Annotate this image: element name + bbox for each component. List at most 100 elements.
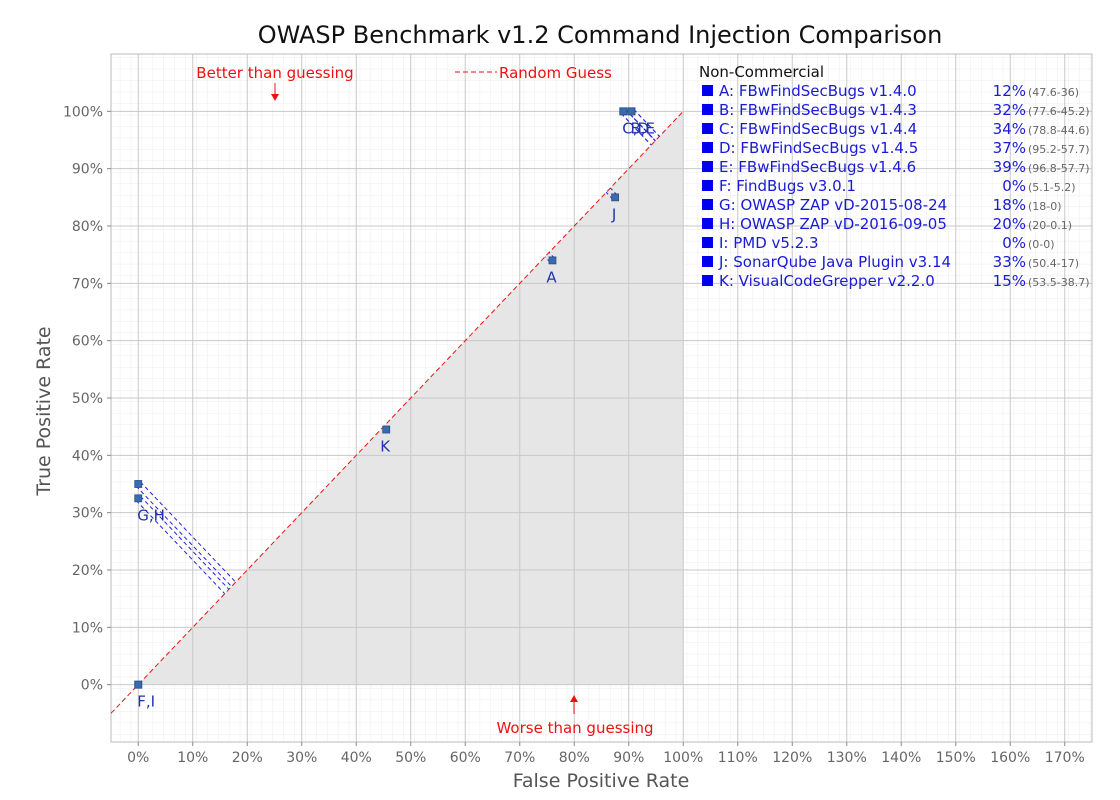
legend-entry: C: FBwFindSecBugs v1.4.4 34% (78.8-44.6) bbox=[702, 120, 1090, 138]
legend-detail: (95.2-57.7) bbox=[1028, 143, 1090, 156]
x-tick-label: 120% bbox=[772, 750, 812, 766]
legend-score: 37% bbox=[993, 139, 1026, 157]
y-tick-label: 0% bbox=[81, 678, 103, 694]
legend-score: 0% bbox=[1002, 234, 1026, 252]
better-than-guessing-annotation: Better than guessing bbox=[196, 64, 354, 101]
legend-label: B: FBwFindSecBugs v1.4.3 bbox=[719, 101, 917, 119]
legend-detail: (0-0) bbox=[1028, 238, 1055, 251]
point-label: J bbox=[611, 205, 616, 223]
projection-line bbox=[140, 481, 237, 583]
legend-heading: Non-Commercial bbox=[699, 63, 824, 81]
legend-detail: (47.6-36) bbox=[1028, 86, 1079, 99]
point-label: B,E bbox=[630, 119, 655, 137]
legend-swatch bbox=[702, 161, 713, 172]
legend-swatch bbox=[702, 256, 713, 267]
point-label: A bbox=[546, 268, 557, 286]
worse-than-guessing-annotation: Worse than guessing bbox=[496, 695, 654, 737]
projection-line bbox=[135, 485, 232, 587]
data-points bbox=[134, 107, 636, 689]
x-tick-label: 0% bbox=[127, 750, 149, 766]
legend-detail: (77.6-45.2) bbox=[1028, 105, 1090, 118]
legend-label: C: FBwFindSecBugs v1.4.4 bbox=[719, 120, 917, 138]
point-label: G,H bbox=[137, 506, 165, 524]
legend-score: 15% bbox=[993, 272, 1026, 290]
legend-label: E: FBwFindSecBugs v1.4.6 bbox=[719, 158, 916, 176]
projection-line bbox=[620, 113, 652, 146]
chart-title: OWASP Benchmark v1.2 Command Injection C… bbox=[258, 21, 943, 49]
legend-detail: (18-0) bbox=[1028, 200, 1062, 213]
data-point-h bbox=[134, 494, 143, 503]
legend-detail: (96.8-57.7) bbox=[1028, 162, 1090, 175]
better-arrow-head bbox=[271, 94, 279, 101]
y-axis-ticks: 0% 10% 20% 30% 40% 50% 60% 70% 80% 90% 100% bbox=[63, 104, 111, 694]
random-guess-line bbox=[110, 110, 684, 714]
x-tick-label: 100% bbox=[663, 750, 703, 766]
legend-entry: B: FBwFindSecBugs v1.4.3 32% (77.6-45.2) bbox=[702, 101, 1090, 119]
legend-entry: K: VisualCodeGrepper v2.2.0 15% (53.5-38.7… bbox=[702, 272, 1090, 290]
random-guess-key: Random Guess bbox=[455, 64, 612, 82]
y-tick-label: 50% bbox=[72, 391, 103, 407]
legend-entry: F: FindBugs v3.0.1 0% (5.1-5.2) bbox=[702, 177, 1076, 195]
legend-swatch bbox=[702, 199, 713, 210]
legend-entry: E: FBwFindSecBugs v1.4.6 39% (96.8-57.7) bbox=[702, 158, 1090, 176]
x-tick-label: 70% bbox=[504, 750, 535, 766]
legend-detail: (50.4-17) bbox=[1028, 257, 1079, 270]
data-point-k bbox=[382, 425, 391, 434]
data-point-d bbox=[619, 107, 628, 116]
x-tick-label: 170% bbox=[1045, 750, 1085, 766]
legend-entry: J: SonarQube Java Plugin v3.14 33% (50.4-1… bbox=[702, 253, 1079, 271]
legend-detail: (78.8-44.6) bbox=[1028, 124, 1090, 137]
y-tick-label: 30% bbox=[72, 506, 103, 522]
legend-label: D: FBwFindSecBugs v1.4.5 bbox=[719, 139, 918, 157]
data-point-j bbox=[611, 193, 620, 202]
legend-score: 39% bbox=[993, 158, 1026, 176]
y-tick-label: 100% bbox=[63, 104, 103, 120]
legend-label: J: SonarQube Java Plugin v3.14 bbox=[718, 253, 951, 271]
x-tick-label: 150% bbox=[936, 750, 976, 766]
legend-swatch bbox=[702, 218, 713, 229]
legend-label: I: PMD v5.2.3 bbox=[719, 234, 819, 252]
x-tick-label: 90% bbox=[613, 750, 644, 766]
data-point-i bbox=[134, 680, 143, 689]
legend-score: 18% bbox=[993, 196, 1026, 214]
x-tick-label: 40% bbox=[341, 750, 372, 766]
y-tick-label: 40% bbox=[72, 448, 103, 464]
legend-swatch bbox=[702, 85, 713, 96]
legend-swatch bbox=[702, 123, 713, 134]
x-tick-label: 80% bbox=[559, 750, 590, 766]
y-tick-label: 20% bbox=[72, 563, 103, 579]
legend-entry: I: PMD v5.2.3 0% (0-0) bbox=[702, 234, 1055, 252]
x-tick-label: 140% bbox=[881, 750, 921, 766]
legend-score: 12% bbox=[993, 82, 1026, 100]
legend: Non-Commercial A: FBwFindSecBugs v1.4.0 1… bbox=[699, 63, 1090, 290]
x-tick-label: 10% bbox=[177, 750, 208, 766]
x-tick-label: 110% bbox=[718, 750, 758, 766]
legend-swatch bbox=[702, 275, 713, 286]
major-grid bbox=[111, 54, 1092, 742]
legend-label: G: OWASP ZAP vD-2015-08-24 bbox=[719, 196, 947, 214]
plot-area bbox=[110, 53, 1093, 743]
projection-line bbox=[628, 113, 656, 141]
point-labels: A C,DB,E J K G,H F,I bbox=[137, 119, 655, 710]
better-than-guessing-label: Better than guessing bbox=[196, 64, 353, 82]
legend-entry: D: FBwFindSecBugs v1.4.5 37% (95.2-57.7) bbox=[702, 139, 1090, 157]
legend-score: 34% bbox=[993, 120, 1026, 138]
x-tick-label: 30% bbox=[286, 750, 317, 766]
legend-swatch bbox=[702, 180, 713, 191]
worse-arrow-head bbox=[570, 695, 578, 702]
legend-detail: (5.1-5.2) bbox=[1028, 181, 1076, 194]
legend-detail: (20-0.1) bbox=[1028, 219, 1072, 232]
data-point-g bbox=[134, 480, 143, 488]
legend-label: A: FBwFindSecBugs v1.4.0 bbox=[719, 82, 917, 100]
projection-line bbox=[633, 108, 660, 137]
legend-swatch bbox=[702, 237, 713, 248]
y-tick-label: 70% bbox=[72, 276, 103, 292]
worse-than-guessing-label: Worse than guessing bbox=[496, 719, 653, 737]
y-tick-label: 80% bbox=[72, 219, 103, 235]
legend-entry: G: OWASP ZAP vD-2015-08-24 18% (18-0) bbox=[702, 196, 1062, 214]
legend-score: 20% bbox=[993, 215, 1026, 233]
x-tick-label: 60% bbox=[450, 750, 481, 766]
x-axis-label: False Positive Rate bbox=[513, 770, 690, 792]
legend-swatch bbox=[702, 104, 713, 115]
projection-line bbox=[135, 500, 226, 594]
